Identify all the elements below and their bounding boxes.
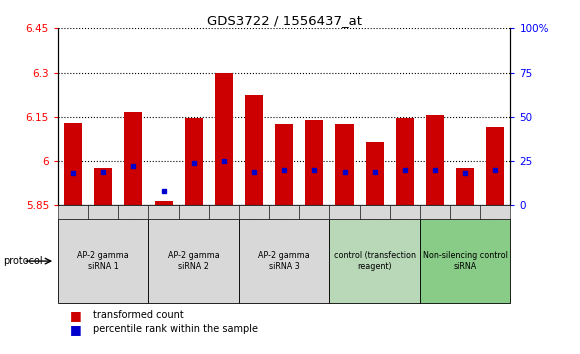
- Bar: [486, 127, 505, 205]
- Bar: [426, 115, 444, 205]
- Text: Non-silencing control
siRNA: Non-silencing control siRNA: [423, 251, 508, 271]
- Bar: [64, 123, 82, 205]
- Bar: [305, 120, 324, 205]
- Text: AP-2 gamma
siRNA 2: AP-2 gamma siRNA 2: [168, 251, 220, 271]
- Text: ■: ■: [70, 309, 81, 321]
- Text: AP-2 gamma
siRNA 3: AP-2 gamma siRNA 3: [258, 251, 310, 271]
- Bar: [456, 169, 474, 205]
- Bar: [215, 73, 233, 205]
- Bar: [184, 118, 203, 205]
- Bar: [94, 169, 113, 205]
- Text: AP-2 gamma
siRNA 1: AP-2 gamma siRNA 1: [77, 251, 129, 271]
- Bar: [365, 142, 384, 205]
- Text: ■: ■: [70, 323, 81, 336]
- Bar: [335, 124, 354, 205]
- Bar: [245, 95, 263, 205]
- Text: percentile rank within the sample: percentile rank within the sample: [93, 324, 258, 334]
- Title: GDS3722 / 1556437_at: GDS3722 / 1556437_at: [206, 14, 362, 27]
- Text: control (transfection
reagent): control (transfection reagent): [334, 251, 416, 271]
- Bar: [396, 118, 414, 205]
- Bar: [275, 124, 293, 205]
- Bar: [154, 201, 173, 205]
- Text: protocol: protocol: [3, 256, 42, 266]
- Text: transformed count: transformed count: [93, 310, 183, 320]
- Bar: [124, 112, 143, 205]
